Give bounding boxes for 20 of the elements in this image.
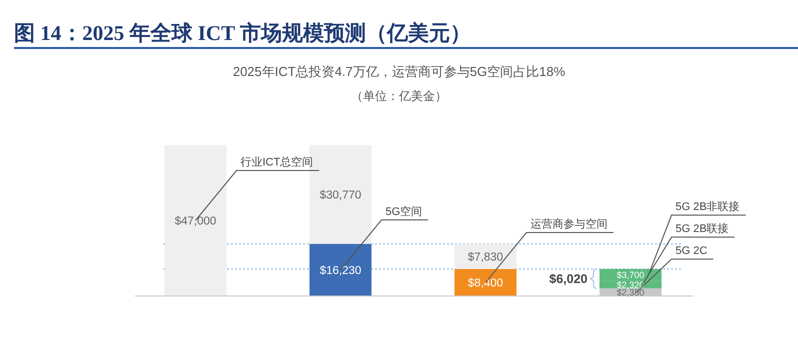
data-label: $7,830 [468,252,504,264]
data-label: $8,400 [468,278,504,290]
bar [310,244,372,296]
annotation: $6,020 [549,272,588,286]
text: 运营商参与空间 [530,218,608,231]
series-label: 行业ICT总空间 [240,156,314,168]
data-label: $16,230 [320,265,362,278]
data-label: $3,700 [616,270,644,280]
text: 5G 2C [676,245,708,258]
text: （单位：亿美金） [351,89,447,103]
data-label: $47,000 [174,216,216,228]
text: 5G 2B非联接 [676,200,740,214]
text: 5G空间 [386,204,422,218]
data-label: $2,320 [616,280,644,290]
bar [164,145,226,296]
chart-title: 图 14：2025 年全球 ICT 市场规模预测（亿美元） [14,21,471,45]
data-label: $2,380 [616,287,644,298]
data-label: $30,770 [320,190,362,202]
text: 5G 2B联接 [676,222,729,236]
chart-subtitle: 2025年ICT总投资4.7万亿，运营商可参与5G空间占比18% [232,64,566,79]
